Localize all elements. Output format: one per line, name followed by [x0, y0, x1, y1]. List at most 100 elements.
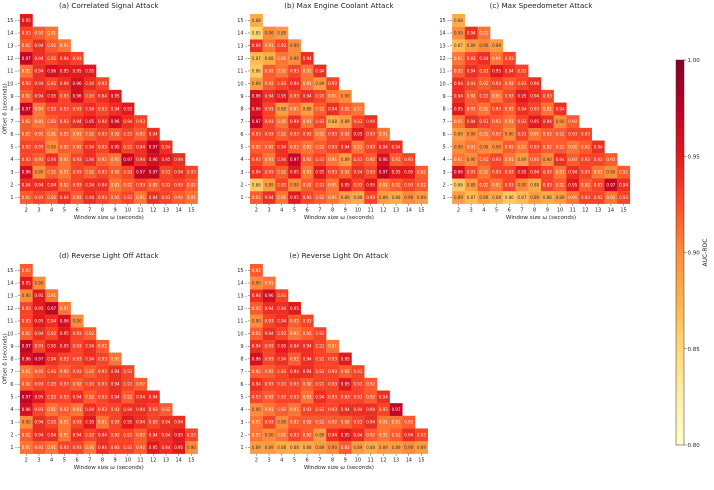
- heatmap-cell: [32, 365, 46, 378]
- heatmap-cell: [288, 64, 301, 78]
- cell-value-label: 0.93: [328, 394, 337, 399]
- heatmap-cell: [338, 191, 352, 204]
- cell-value-label: 0.92: [60, 182, 69, 187]
- cell-value-label: 0.93: [277, 394, 286, 399]
- heatmap-cell: [502, 51, 516, 65]
- heatmap-cell: [377, 127, 390, 141]
- x-tick-label: 9: [546, 207, 549, 213]
- cell-value-label: 0.93: [73, 369, 82, 374]
- x-axis-label: Window size ω (seconds): [304, 215, 374, 221]
- heatmap-cell: [32, 77, 46, 91]
- heatmap-cell: [262, 276, 276, 290]
- cell-value-label: 0.91: [47, 132, 56, 137]
- cell-value-label: 0.91: [492, 182, 501, 187]
- cell-value-label: 0.93: [60, 394, 69, 399]
- x-axis-label: Window size ω (seconds): [74, 215, 144, 221]
- cell-value-label: 0.91: [34, 119, 43, 124]
- x-tick-label: 15: [188, 207, 194, 213]
- cell-value-label: 0.91: [479, 170, 488, 175]
- heatmap-cell: [19, 89, 33, 103]
- cell-value-label: 0.94: [265, 306, 274, 311]
- heatmap-cell: [477, 102, 491, 116]
- cell-value-label: 0.94: [85, 157, 94, 162]
- heatmap-cell: [490, 89, 504, 103]
- cell-value-label: 0.94: [34, 182, 43, 187]
- heatmap-cell: [262, 26, 276, 40]
- heatmap-cell: [502, 77, 516, 91]
- heatmap-cell: [288, 191, 301, 204]
- x-tick-label: 3: [267, 457, 270, 463]
- heatmap-cell: [389, 153, 403, 166]
- cell-value-label: 0.91: [492, 94, 501, 99]
- cell-value-label: 0.93: [47, 331, 56, 336]
- cell-value-label: 0.95: [111, 144, 120, 149]
- heatmap-cell: [19, 441, 33, 454]
- cell-value-label: 0.91: [60, 157, 69, 162]
- heatmap-cell: [70, 64, 84, 78]
- heatmap-cell: [58, 39, 71, 53]
- cell-value-label: 0.93: [328, 407, 337, 412]
- heatmap-cell: [262, 102, 276, 116]
- x-axis-label: Window size ω (seconds): [304, 465, 374, 471]
- x-tick-label: 9: [114, 457, 117, 463]
- heatmap-cell: [32, 377, 46, 391]
- heatmap-cell: [313, 191, 327, 204]
- heatmap-cell: [300, 327, 314, 341]
- cell-value-label: 0.95: [85, 68, 94, 73]
- heatmap-cell: [45, 428, 59, 442]
- heatmap-cell: [159, 191, 173, 204]
- heatmap-cell: [579, 127, 592, 141]
- heatmap-cell: [604, 153, 618, 166]
- cell-value-label: 0.91: [47, 30, 56, 35]
- cell-value-label: 0.92: [47, 119, 56, 124]
- cell-value-label: 0.94: [98, 94, 107, 99]
- cell-value-label: 0.93: [161, 182, 170, 187]
- cell-value-label: 0.93: [315, 382, 324, 387]
- heatmap-cell: [19, 339, 33, 353]
- heatmap-cell: [58, 339, 71, 353]
- heatmap-cell: [617, 165, 631, 179]
- cell-value-label: 0.93: [252, 157, 261, 162]
- heatmap-cell: [288, 102, 301, 116]
- heatmap-cell: [326, 115, 340, 128]
- cell-value-label: 0.94: [379, 144, 388, 149]
- cell-value-label: 0.89: [392, 445, 401, 450]
- cell-value-label: 0.93: [161, 170, 170, 175]
- heatmap-cell: [134, 178, 148, 192]
- cell-value-label: 0.94: [161, 432, 170, 437]
- cell-value-label: 0.91: [73, 407, 82, 412]
- heatmap-cell: [502, 165, 516, 179]
- heatmap-cell: [490, 140, 504, 154]
- heatmap-cell: [185, 191, 198, 204]
- cell-value-label: 0.90: [556, 119, 565, 124]
- heatmap-cell: [275, 289, 289, 303]
- cell-value-label: 0.92: [568, 119, 577, 124]
- cell-value-label: 0.93: [98, 132, 107, 137]
- cell-value-label: 0.94: [123, 119, 132, 124]
- heatmap-cell: [32, 441, 46, 454]
- cell-value-label: 0.93: [34, 144, 43, 149]
- heatmap-cell: [288, 327, 301, 341]
- cell-value-label: 0.94: [98, 182, 107, 187]
- heatmap-cell: [250, 64, 263, 78]
- y-tick-label: 3 -: [240, 420, 247, 426]
- cell-value-label: 0.94: [467, 68, 476, 73]
- cell-value-label: 0.88: [265, 56, 274, 61]
- heatmap-cell: [326, 165, 340, 179]
- heatmap-cell: [275, 428, 289, 442]
- heatmap-cell: [288, 339, 301, 353]
- cell-value-label: 0.97: [34, 356, 43, 361]
- heatmap-cell: [250, 178, 263, 192]
- y-tick-label: 2 -: [240, 432, 247, 438]
- heatmap-cell: [19, 301, 33, 315]
- cell-value-label: 0.95: [22, 280, 31, 285]
- cell-value-label: 0.93: [341, 394, 350, 399]
- heatmap-cell: [477, 26, 491, 40]
- cell-value-label: 0.93: [290, 94, 299, 99]
- cell-value-label: 0.90: [252, 280, 261, 285]
- cell-value-label: 0.94: [85, 344, 94, 349]
- colorbar-tick-label: 0.80: [688, 443, 701, 449]
- heatmap-cell: [185, 178, 198, 192]
- heatmap-cell: [121, 365, 135, 378]
- cell-value-label: 0.88: [366, 445, 375, 450]
